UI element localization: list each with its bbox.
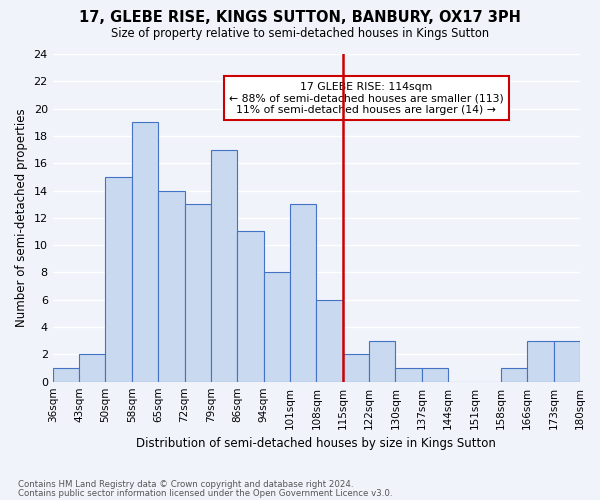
Bar	[527, 340, 554, 382]
Text: Contains public sector information licensed under the Open Government Licence v3: Contains public sector information licen…	[18, 488, 392, 498]
Bar	[79, 354, 106, 382]
Bar	[395, 368, 422, 382]
Text: 17 GLEBE RISE: 114sqm
← 88% of semi-detached houses are smaller (113)
11% of sem: 17 GLEBE RISE: 114sqm ← 88% of semi-deta…	[229, 82, 504, 115]
Bar	[237, 232, 263, 382]
Bar	[501, 368, 527, 382]
Bar	[554, 340, 580, 382]
Bar	[158, 190, 185, 382]
Bar	[422, 368, 448, 382]
Bar	[369, 340, 395, 382]
Bar	[290, 204, 316, 382]
Bar	[316, 300, 343, 382]
X-axis label: Distribution of semi-detached houses by size in Kings Sutton: Distribution of semi-detached houses by …	[136, 437, 496, 450]
Bar	[211, 150, 237, 382]
Bar	[132, 122, 158, 382]
Bar	[263, 272, 290, 382]
Bar	[343, 354, 369, 382]
Bar	[53, 368, 79, 382]
Text: Contains HM Land Registry data © Crown copyright and database right 2024.: Contains HM Land Registry data © Crown c…	[18, 480, 353, 489]
Text: 17, GLEBE RISE, KINGS SUTTON, BANBURY, OX17 3PH: 17, GLEBE RISE, KINGS SUTTON, BANBURY, O…	[79, 10, 521, 25]
Text: Size of property relative to semi-detached houses in Kings Sutton: Size of property relative to semi-detach…	[111, 28, 489, 40]
Bar	[106, 177, 132, 382]
Y-axis label: Number of semi-detached properties: Number of semi-detached properties	[15, 108, 28, 327]
Bar	[185, 204, 211, 382]
